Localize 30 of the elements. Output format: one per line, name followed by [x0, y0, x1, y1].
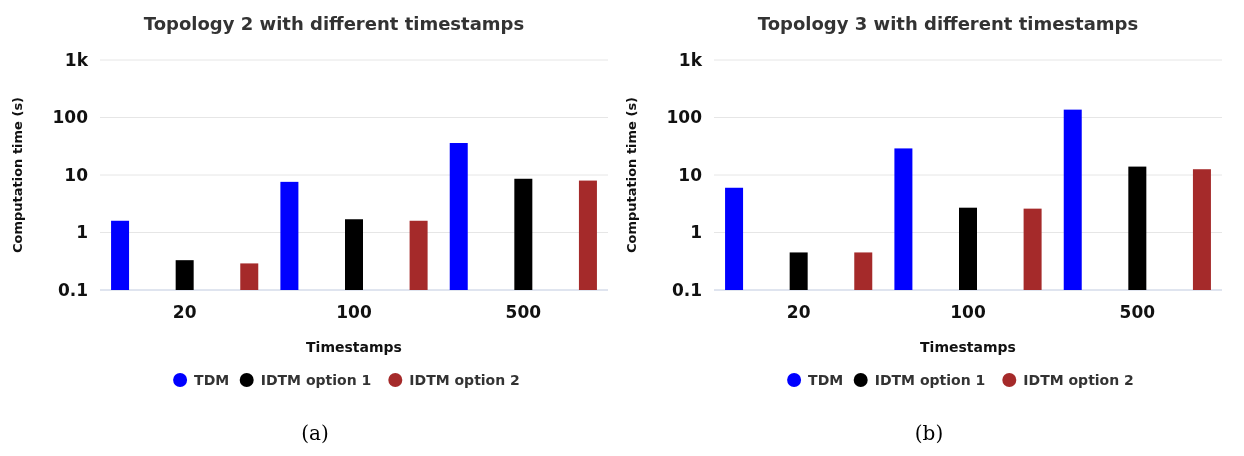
y-tick-label: 1: [76, 222, 88, 243]
legend-label: IDTM option 2: [409, 371, 520, 388]
x-axis-title: Timestamps: [306, 339, 402, 355]
legend-label: IDTM option 1: [260, 371, 372, 388]
y-axis-title: Computation time (s): [10, 96, 25, 254]
y-tick-label: 100: [666, 107, 703, 128]
y-axis-title: Computation time (s): [624, 96, 639, 254]
x-tick-label: 500: [505, 302, 542, 322]
legend-label: TDM: [194, 371, 230, 388]
text: (a): [301, 421, 329, 445]
y-tick-label: 0.1: [57, 279, 88, 300]
x-tick-label: 500: [1119, 302, 1156, 322]
legend-label: IDTM option 1: [874, 371, 986, 388]
chart-title: Topology 2 with different timestamps: [143, 13, 525, 34]
text: (b): [914, 421, 944, 445]
y-tick-label: 10: [678, 164, 703, 185]
y-tick-label: 10: [64, 164, 89, 185]
x-tick-label: 100: [336, 302, 372, 322]
legend-label: TDM: [808, 371, 844, 388]
x-tick-label: 20: [786, 302, 811, 322]
y-tick-label: 1: [690, 222, 702, 243]
x-tick-label: 20: [172, 302, 197, 322]
y-tick-label: 1k: [64, 49, 89, 70]
x-tick-label: 100: [950, 302, 986, 322]
y-tick-label: 100: [52, 107, 89, 128]
y-tick-label: 1k: [678, 49, 703, 70]
legend-label: IDTM option 2: [1023, 371, 1134, 388]
x-axis-title: Timestamps: [920, 339, 1016, 355]
chart-title: Topology 3 with different timestamps: [757, 13, 1139, 34]
y-tick-label: 0.1: [671, 279, 702, 300]
